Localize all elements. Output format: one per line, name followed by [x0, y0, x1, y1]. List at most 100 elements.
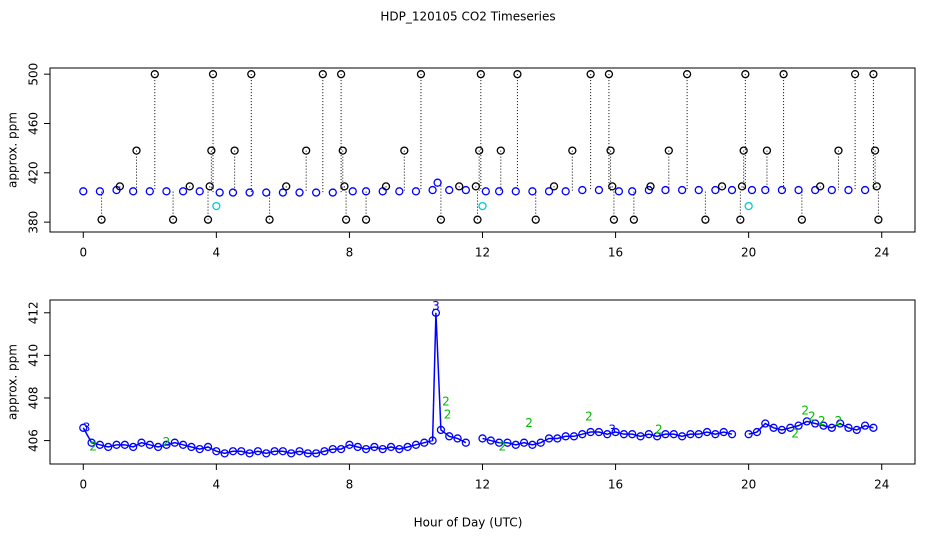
point	[295, 447, 304, 456]
x-tick-label: 12	[475, 478, 490, 492]
point	[568, 146, 577, 155]
point	[511, 187, 520, 196]
point	[178, 187, 188, 196]
point	[378, 187, 387, 196]
point	[97, 215, 106, 224]
point	[762, 146, 772, 155]
point	[361, 444, 371, 454]
point	[711, 185, 720, 195]
point-label: 2	[808, 410, 816, 424]
point	[453, 434, 462, 443]
point	[455, 182, 464, 191]
point-label: 2	[655, 422, 663, 436]
point	[669, 430, 678, 439]
point	[475, 146, 484, 155]
point-label: 2	[801, 403, 809, 417]
point	[87, 438, 96, 447]
point	[473, 215, 482, 224]
point	[203, 442, 213, 452]
point	[553, 434, 562, 443]
point	[145, 187, 154, 196]
point	[747, 185, 757, 195]
point	[496, 146, 505, 155]
point	[270, 447, 279, 456]
point	[769, 423, 778, 432]
point	[860, 421, 870, 430]
point	[701, 215, 710, 224]
point	[416, 70, 426, 79]
point	[779, 70, 788, 79]
point-label: 2	[442, 395, 450, 409]
point	[320, 447, 329, 456]
point	[411, 187, 421, 196]
point	[481, 187, 490, 196]
point	[661, 430, 670, 439]
point	[544, 434, 554, 443]
point	[303, 449, 312, 458]
point	[461, 438, 471, 447]
point	[664, 146, 673, 155]
x-tick-label: 8	[346, 246, 354, 260]
point	[253, 447, 263, 456]
point	[578, 185, 587, 195]
plot-frame	[49, 299, 916, 465]
x-tick-label: 20	[741, 478, 756, 492]
point	[208, 70, 218, 79]
point	[237, 447, 246, 456]
point	[381, 182, 391, 191]
point	[115, 182, 125, 191]
point	[794, 421, 803, 430]
point	[112, 440, 121, 449]
point	[120, 440, 130, 449]
point	[353, 442, 362, 452]
point	[827, 423, 836, 432]
point-label: 3	[432, 299, 440, 313]
point	[338, 146, 347, 155]
point	[835, 419, 845, 428]
x-tick-label: 24	[874, 478, 889, 492]
point	[604, 70, 614, 79]
point	[187, 442, 196, 452]
point	[744, 201, 753, 211]
point	[278, 447, 288, 456]
point	[727, 430, 737, 439]
point	[478, 434, 487, 443]
point	[661, 185, 670, 195]
point	[79, 423, 88, 432]
point	[287, 449, 296, 458]
point-label: 2	[163, 435, 171, 449]
point	[262, 449, 271, 458]
point	[476, 70, 485, 79]
point	[677, 185, 687, 195]
point	[736, 215, 745, 224]
point	[312, 449, 321, 458]
point	[603, 430, 612, 439]
point	[436, 215, 446, 224]
x-tick-label: 20	[741, 246, 756, 260]
y-tick-label: 460	[27, 112, 41, 135]
y-tick-label: 406	[27, 429, 41, 452]
point	[212, 447, 221, 456]
x-tick-label: 16	[608, 478, 623, 492]
point	[494, 187, 504, 196]
point	[802, 417, 812, 426]
point	[549, 182, 559, 191]
point	[819, 421, 828, 430]
point	[827, 185, 836, 195]
point	[850, 70, 860, 79]
point	[586, 427, 595, 437]
figure-title: HDP_120105 CO2 Timeseries	[380, 10, 555, 24]
point	[686, 430, 695, 439]
point	[614, 187, 624, 196]
x-tick-label: 8	[346, 478, 354, 492]
point	[400, 146, 409, 155]
y-tick-label: 410	[27, 344, 41, 367]
point-label: 2	[444, 408, 452, 422]
point	[129, 187, 138, 196]
y-tick-label: 500	[27, 63, 41, 86]
point	[578, 430, 587, 439]
y-axis-label: approx. ppm	[6, 112, 20, 188]
point	[531, 215, 540, 224]
point	[644, 430, 653, 439]
point-label: 2	[525, 416, 533, 430]
